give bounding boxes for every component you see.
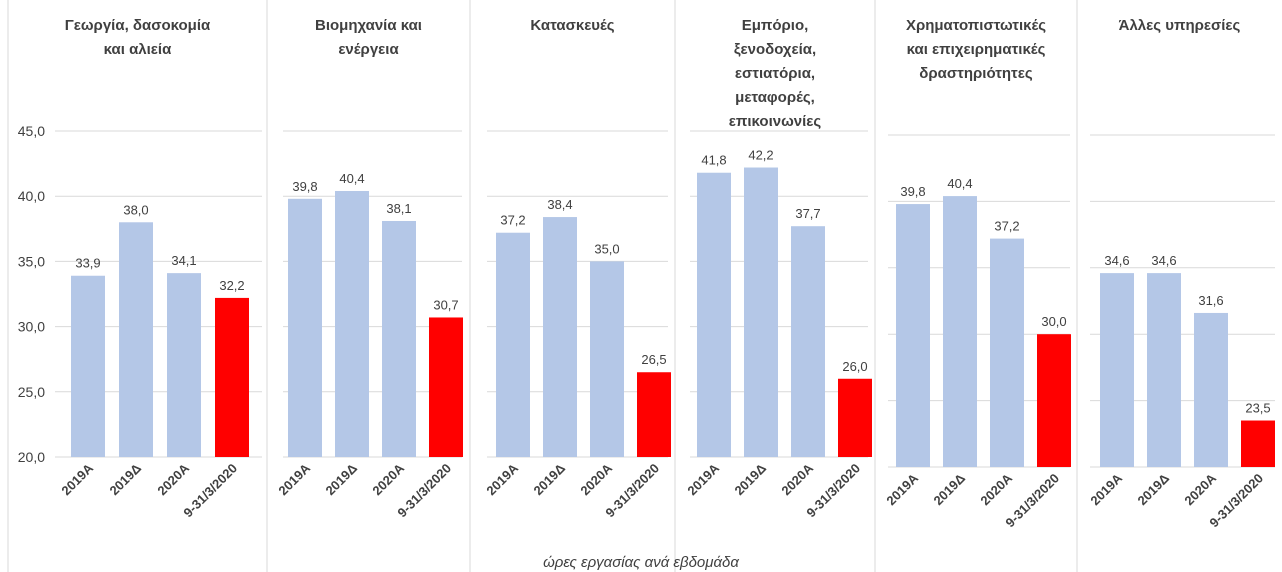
value-label: 34,6 (1104, 253, 1129, 268)
bar (288, 198, 322, 458)
bar (119, 222, 153, 457)
x-tick-label: 2019Α (483, 460, 521, 498)
value-label: 33,9 (75, 256, 100, 271)
value-label: 38,4 (547, 197, 572, 212)
value-label: 40,4 (947, 176, 972, 191)
bar (1147, 273, 1181, 467)
bar (71, 275, 105, 457)
bar (1241, 420, 1275, 467)
value-label: 26,5 (641, 352, 666, 367)
x-tick-label: 2020Α (1181, 470, 1219, 508)
bar (215, 297, 249, 457)
value-label: 38,0 (123, 202, 148, 217)
bar (590, 261, 624, 457)
value-label: 34,1 (171, 253, 196, 268)
x-tick-label: 2019Δ (106, 461, 144, 499)
panel-title: Άλλες υπηρεσίες (1118, 17, 1241, 34)
value-label: 42,2 (748, 148, 773, 163)
panel-title: Χρηματοπιστωτικές και επιχειρηματικές δρ… (905, 17, 1047, 82)
value-label: 38,1 (386, 201, 411, 216)
x-tick-label: 2019Α (58, 460, 96, 498)
panel-title: Κατασκευές (530, 17, 615, 34)
x-tick-label: 2020Α (977, 470, 1015, 508)
value-label: 30,0 (1041, 314, 1066, 329)
bar (543, 217, 577, 457)
value-label: 35,0 (594, 241, 619, 256)
bar (896, 204, 930, 467)
bar (791, 226, 825, 457)
y-tick-label: 35,0 (18, 253, 45, 269)
y-tick-label: 45,0 (18, 123, 45, 139)
x-tick-label: 2019Δ (322, 461, 360, 499)
value-label: 37,2 (500, 213, 525, 228)
y-tick-label: 30,0 (18, 319, 45, 335)
value-label: 30,7 (433, 297, 458, 312)
bar (1194, 312, 1228, 467)
y-tick-label: 40,0 (18, 188, 45, 204)
value-label: 39,8 (900, 184, 925, 199)
x-tick-label: 2019Α (684, 460, 722, 498)
value-label: 32,2 (219, 278, 244, 293)
bar (1037, 334, 1071, 467)
value-label: 39,8 (292, 179, 317, 194)
panel-title: Βιομηχανία και ενέργεια (315, 17, 422, 58)
x-tick-label: 2019Α (883, 470, 921, 508)
bar (697, 172, 731, 457)
y-tick-label: 25,0 (18, 384, 45, 400)
x-tick-label: 2019Δ (1134, 471, 1172, 509)
bar (335, 190, 369, 457)
value-label: 23,5 (1245, 401, 1270, 416)
bar (838, 378, 872, 457)
bar (429, 317, 463, 457)
bar (1100, 273, 1134, 467)
value-label: 37,2 (994, 219, 1019, 234)
x-tick-label: 2019Α (1087, 470, 1125, 508)
x-tick-label: 2019Δ (530, 461, 568, 499)
value-label: 34,6 (1151, 253, 1176, 268)
bar (637, 372, 671, 457)
y-tick-label: 20,0 (18, 449, 45, 465)
value-label: 41,8 (701, 153, 726, 168)
panel-title: Γεωργία, δασοκομία και αλιεία (64, 17, 211, 58)
bar (943, 196, 977, 467)
bar (167, 273, 201, 457)
x-tick-label: 2019Δ (731, 461, 769, 499)
bar (744, 167, 778, 457)
x-tick-label: 2020Α (369, 460, 407, 498)
bar (382, 220, 416, 457)
x-tick-label: 2020Α (154, 460, 192, 498)
panel-title: Εμπόριο, ξενοδοχεία, εστιατόρια, μεταφορ… (728, 17, 822, 130)
x-tick-label: 2019Δ (930, 471, 968, 509)
value-label: 37,7 (795, 206, 820, 221)
x-tick-label: 2019Α (275, 460, 313, 498)
bar (496, 232, 530, 457)
value-label: 40,4 (339, 171, 364, 186)
x-tick-label: 2020Α (577, 460, 615, 498)
value-label: 26,0 (842, 359, 867, 374)
x-tick-label: 2020Α (778, 460, 816, 498)
bar (990, 238, 1024, 467)
value-label: 31,6 (1198, 293, 1223, 308)
x-axis-label: ώρες εργασίας ανά εβδομάδα (543, 554, 739, 571)
